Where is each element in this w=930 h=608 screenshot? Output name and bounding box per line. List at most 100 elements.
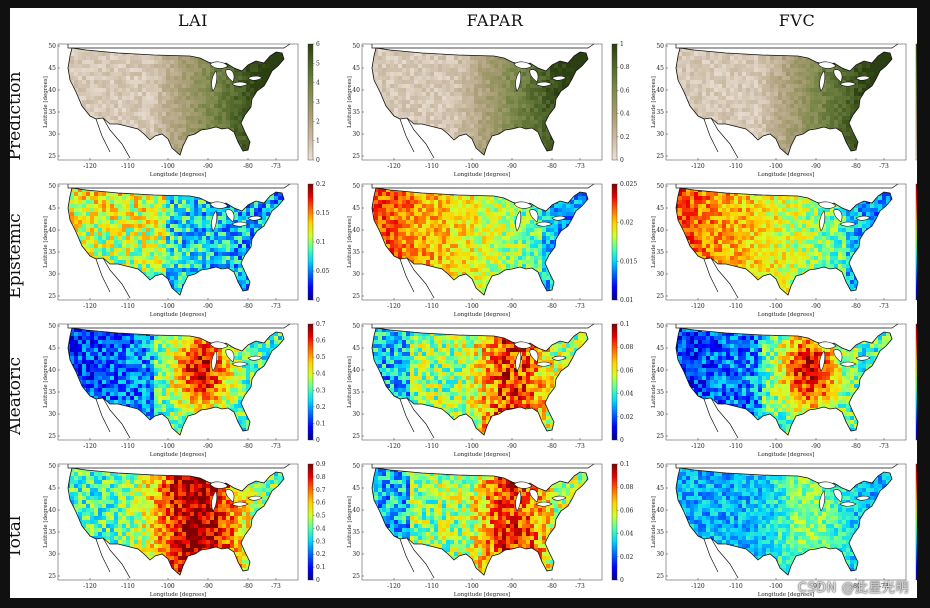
data-cell bbox=[754, 84, 759, 89]
data-cell bbox=[170, 104, 175, 109]
data-cell bbox=[398, 68, 403, 73]
data-cell bbox=[750, 72, 755, 77]
data-cell bbox=[154, 68, 159, 73]
data-cell bbox=[154, 60, 159, 65]
data-cell bbox=[474, 88, 479, 93]
data-cell bbox=[798, 56, 803, 61]
data-cell bbox=[498, 80, 503, 85]
data-cell bbox=[454, 88, 459, 93]
data-cell bbox=[194, 68, 199, 73]
data-cell bbox=[102, 112, 107, 117]
data-cell bbox=[110, 112, 115, 117]
data-cell bbox=[470, 64, 475, 69]
data-cell bbox=[546, 136, 551, 141]
data-cell bbox=[778, 68, 783, 73]
data-cell bbox=[158, 116, 163, 121]
data-cell bbox=[410, 80, 415, 85]
data-cell bbox=[778, 120, 783, 125]
data-cell bbox=[762, 56, 767, 61]
data-cell bbox=[450, 72, 455, 77]
data-cell bbox=[538, 108, 543, 113]
data-cell bbox=[110, 80, 115, 85]
data-cell bbox=[742, 120, 747, 125]
data-cell bbox=[446, 104, 451, 109]
data-cell bbox=[742, 64, 747, 69]
colorbar-tick-label: 0.8 bbox=[620, 64, 630, 71]
data-cell bbox=[726, 108, 731, 113]
data-cell bbox=[182, 140, 187, 145]
data-cell bbox=[830, 112, 835, 117]
data-cell bbox=[522, 116, 527, 121]
data-cell bbox=[690, 76, 695, 81]
data-cell bbox=[422, 92, 427, 97]
data-cell bbox=[398, 84, 403, 89]
data-cell bbox=[178, 88, 183, 93]
data-cell bbox=[98, 92, 103, 97]
data-cell bbox=[506, 100, 511, 105]
data-cell bbox=[550, 140, 555, 145]
data-cell bbox=[854, 72, 859, 77]
data-cell bbox=[522, 124, 527, 129]
data-cell bbox=[722, 76, 727, 81]
data-cell bbox=[74, 68, 79, 73]
data-cell bbox=[682, 84, 687, 89]
data-cell bbox=[546, 100, 551, 105]
data-cell bbox=[694, 100, 699, 105]
data-cell bbox=[134, 76, 139, 81]
data-cell bbox=[118, 52, 123, 57]
data-cell bbox=[734, 68, 739, 73]
data-cell bbox=[490, 112, 495, 117]
data-cell bbox=[754, 68, 759, 73]
data-cell bbox=[814, 120, 819, 125]
data-cell bbox=[86, 68, 91, 73]
data-cell bbox=[214, 88, 219, 93]
data-cell bbox=[178, 120, 183, 125]
data-cell bbox=[146, 120, 151, 125]
data-cell bbox=[402, 100, 407, 105]
data-cell bbox=[770, 56, 775, 61]
data-cell bbox=[498, 96, 503, 101]
data-cell bbox=[834, 104, 839, 109]
data-cell bbox=[162, 60, 167, 65]
data-cell bbox=[122, 60, 127, 65]
data-cell bbox=[158, 104, 163, 109]
data-cell bbox=[722, 68, 727, 73]
data-cell bbox=[230, 88, 235, 93]
data-cell bbox=[486, 140, 491, 145]
data-cell bbox=[490, 72, 495, 77]
data-cell bbox=[94, 60, 99, 65]
data-cell bbox=[510, 120, 515, 125]
data-cell bbox=[106, 56, 111, 61]
data-cell bbox=[394, 64, 399, 69]
great-lake bbox=[529, 69, 539, 83]
data-cell bbox=[246, 96, 251, 101]
data-cell bbox=[778, 124, 783, 129]
data-cell bbox=[714, 64, 719, 69]
data-cell bbox=[794, 100, 799, 105]
data-cell bbox=[234, 80, 239, 85]
data-cell bbox=[482, 84, 487, 89]
data-cell bbox=[422, 52, 427, 57]
data-cell bbox=[676, 64, 679, 69]
data-cell bbox=[422, 116, 427, 121]
data-cell bbox=[474, 72, 479, 77]
data-cell bbox=[374, 68, 379, 73]
data-cell bbox=[166, 76, 171, 81]
data-cell bbox=[714, 88, 719, 93]
data-cell bbox=[446, 92, 451, 97]
data-cell bbox=[110, 100, 115, 105]
data-cell bbox=[418, 92, 423, 97]
data-cell bbox=[402, 72, 407, 77]
data-cell bbox=[790, 92, 795, 97]
data-cell bbox=[150, 92, 155, 97]
data-cell bbox=[546, 88, 551, 93]
data-cell bbox=[718, 68, 723, 73]
data-cell bbox=[234, 100, 239, 105]
data-cell bbox=[774, 132, 779, 137]
data-cell bbox=[390, 60, 395, 65]
data-cell bbox=[474, 136, 479, 141]
data-cell bbox=[542, 88, 547, 93]
data-cell bbox=[810, 116, 815, 121]
data-cell bbox=[506, 76, 511, 81]
data-cell bbox=[466, 112, 471, 117]
